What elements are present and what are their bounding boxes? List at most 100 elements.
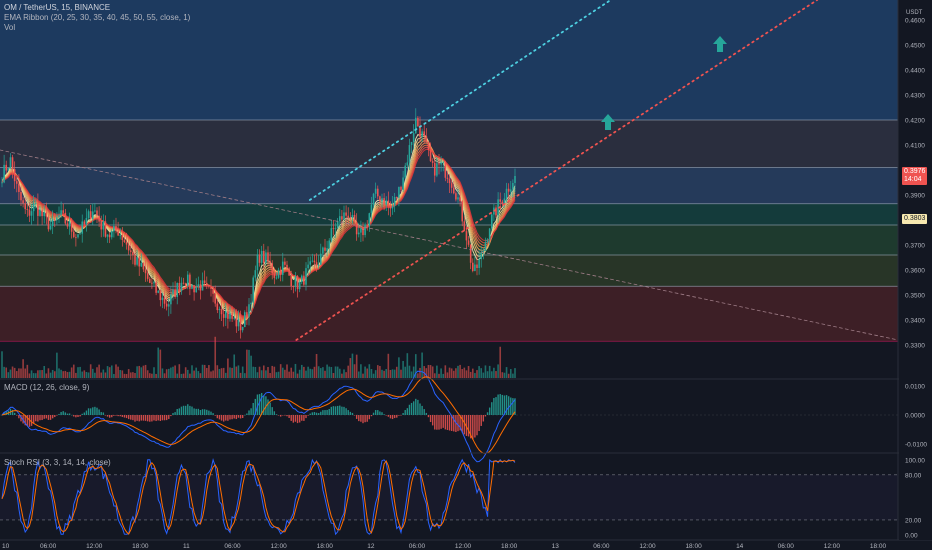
volume-bar xyxy=(387,353,390,378)
macd-histogram-bar xyxy=(294,415,297,422)
candle-body xyxy=(252,277,255,303)
macd-histogram-bar xyxy=(165,415,168,421)
candle-body xyxy=(275,277,278,279)
macd-histogram-bar xyxy=(336,405,339,415)
macd-histogram-bar xyxy=(322,410,324,415)
macd-line xyxy=(1,370,516,463)
candle-body xyxy=(450,183,453,188)
price-axis[interactable]: 0.46000.45000.44000.43000.42000.41000.40… xyxy=(899,0,932,540)
macd-histogram-bar xyxy=(106,415,109,417)
macd-histogram-bar xyxy=(214,415,216,416)
candle-body xyxy=(482,250,485,253)
candle-body xyxy=(469,244,472,263)
time-axis[interactable]: 10 06:00 12:00 18:00 11 06:00 12:00 18:00 12 06:0… xyxy=(0,541,932,550)
volume-bar xyxy=(113,373,115,378)
macd-histogram-bar xyxy=(79,415,81,417)
trendline-dashed-2 xyxy=(0,149,899,341)
macd-histogram-bar xyxy=(469,415,472,439)
macd-histogram-bar xyxy=(75,415,77,418)
macd-histogram-bar xyxy=(58,413,60,415)
volume-bar xyxy=(51,369,54,378)
macd-histogram-bar xyxy=(374,410,377,415)
candle-body xyxy=(250,302,252,305)
candle-body xyxy=(15,181,18,184)
volume-bar xyxy=(117,366,119,378)
volume-bar xyxy=(104,372,107,378)
volume-bar xyxy=(7,372,10,378)
volume-bar xyxy=(186,369,189,378)
macd-histogram-bar xyxy=(343,406,345,415)
candle-body xyxy=(463,221,466,232)
macd-legend[interactable]: MACD (12, 26, close, 9) xyxy=(4,383,90,392)
candle-body xyxy=(459,197,461,202)
volume-bar xyxy=(224,372,227,378)
macd-histogram-bar xyxy=(83,412,86,415)
stoch-rsi-legend[interactable]: Stoch RSI (3, 3, 14, 14, close) xyxy=(4,458,111,467)
macd-histogram-bar xyxy=(415,398,417,415)
macd-histogram-bar xyxy=(108,415,111,418)
volume-bar xyxy=(412,366,415,378)
candle-body xyxy=(271,263,274,274)
volume-bar xyxy=(94,372,96,378)
time-tick-label: 12:00 xyxy=(86,543,103,550)
candle-body xyxy=(480,252,483,260)
candle-body xyxy=(161,297,164,301)
stoch-tick-label: 0.00 xyxy=(905,533,918,540)
time-axis-background xyxy=(0,541,932,550)
volume-bar xyxy=(279,364,282,378)
candle-body xyxy=(366,224,369,227)
volume-bar xyxy=(121,370,124,378)
macd-histogram-bar xyxy=(189,405,191,415)
volume-bar xyxy=(193,370,195,378)
candle-body xyxy=(334,228,337,230)
candle-body xyxy=(155,282,157,293)
volume-bar xyxy=(357,371,360,378)
macd-histogram-bar xyxy=(364,415,366,423)
volume-bar xyxy=(208,365,210,378)
volume-bar xyxy=(512,373,514,378)
ema-ribbon-legend[interactable]: EMA Ribbon (20, 25, 30, 35, 40, 45, 50, … xyxy=(4,13,191,22)
volume-bar xyxy=(349,358,352,378)
macd-histogram-bar xyxy=(26,415,29,426)
candle-body xyxy=(140,262,143,267)
candle-body xyxy=(37,203,39,216)
price-zone-1 xyxy=(0,120,898,168)
time-tick-label: 12:00 xyxy=(824,543,841,550)
candle-body xyxy=(180,282,183,291)
trendline-dotted-1 xyxy=(295,0,819,341)
volume-bar xyxy=(218,368,221,378)
macd-histogram-bar xyxy=(353,415,356,416)
macd-histogram-bar xyxy=(178,408,181,415)
macd-histogram-bar xyxy=(472,415,474,440)
volume-bar xyxy=(32,373,35,378)
candle-body xyxy=(290,275,293,287)
candle-body xyxy=(286,264,288,269)
volume-bar xyxy=(296,373,299,378)
time-tick-label: 06:00 xyxy=(409,543,426,550)
macd-histogram-bar xyxy=(296,415,299,424)
volume-bar xyxy=(495,371,497,378)
candle-body xyxy=(66,223,69,227)
candle-body xyxy=(89,211,92,220)
macd-histogram-bar xyxy=(482,415,485,422)
macd-histogram-bar xyxy=(463,415,466,435)
candle-body xyxy=(400,186,402,190)
volume-bar xyxy=(368,364,371,378)
candle-body xyxy=(431,161,434,163)
candle-body xyxy=(408,145,411,163)
volume-bar xyxy=(503,372,506,378)
candle-body xyxy=(20,191,22,201)
volume-bar xyxy=(182,373,185,378)
candle-body xyxy=(178,283,181,291)
macd-histogram-bar xyxy=(362,415,364,424)
candle-body xyxy=(486,239,489,243)
candle-body xyxy=(195,286,198,293)
volume-bar xyxy=(243,373,246,378)
macd-histogram-bar xyxy=(87,408,90,415)
volume-legend[interactable]: Vol xyxy=(4,23,16,32)
macd-histogram-bar xyxy=(279,415,282,417)
macd-histogram-bar xyxy=(381,412,383,415)
time-tick-label: 06:00 xyxy=(224,543,241,550)
candle-body xyxy=(423,131,426,137)
